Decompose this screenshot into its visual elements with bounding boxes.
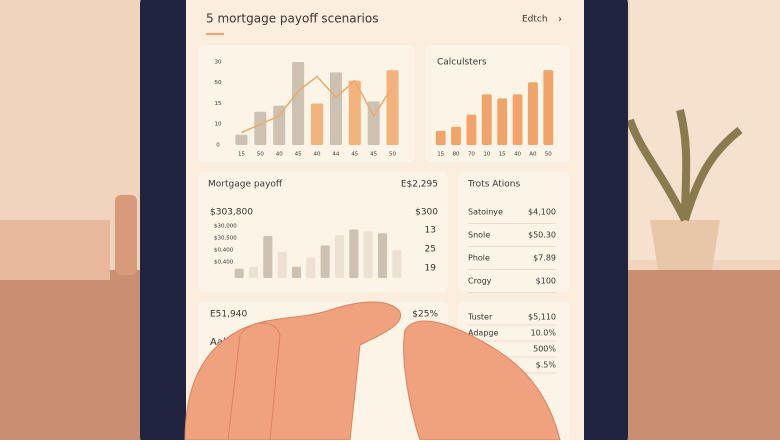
bar (512, 94, 523, 145)
bar (543, 70, 554, 145)
side-label: 13 (425, 226, 436, 236)
x-tick-label: 15 (238, 152, 245, 158)
summary-right: $25% (412, 310, 438, 320)
window (630, 0, 780, 260)
x-tick-label: 15 (499, 152, 506, 158)
trend-line (241, 75, 394, 134)
row-value: 500% (533, 345, 556, 354)
bar (306, 257, 316, 278)
row-value: $5,110 (528, 313, 556, 322)
bar (291, 266, 302, 278)
panel-title: Trots Ations (467, 180, 521, 190)
panel-title: Mortgage payoff (208, 180, 283, 190)
bar (310, 103, 324, 145)
x-tick-label: A0 (529, 152, 537, 158)
x-tick-label: 44 (332, 152, 339, 158)
legend-item: $30,500 (214, 236, 237, 242)
bar (334, 235, 345, 278)
bar (386, 70, 399, 145)
chevron[interactable]: › (558, 14, 562, 25)
bar (234, 268, 244, 278)
plant (626, 109, 743, 222)
vase (115, 195, 137, 275)
bar (277, 251, 287, 278)
row-value: $7.89 (533, 254, 556, 263)
summary-left: E51,940 (210, 310, 247, 320)
y-tick-label: 15 (215, 101, 222, 107)
x-tick-label: 80 (453, 152, 460, 158)
finger (227, 322, 281, 441)
bar (497, 98, 508, 145)
x-tick-label: 50 (257, 152, 264, 158)
bar (235, 134, 248, 145)
x-tick-label: 45 (295, 152, 302, 158)
bar (348, 80, 361, 145)
bar (329, 72, 342, 145)
x-tick-label: 50 (389, 152, 396, 158)
side-label: 25 (425, 245, 436, 255)
legend-item: $0,400 (214, 260, 234, 266)
x-tick-label: 70 (468, 152, 475, 158)
row-value: 10.0% (531, 329, 557, 338)
x-tick-label: 40 (314, 152, 321, 158)
panel (458, 172, 570, 292)
row-value: $100 (536, 277, 556, 286)
row-value: $50.30 (528, 231, 556, 240)
pot (650, 220, 720, 270)
panel-title: Calculsters (437, 58, 487, 68)
row-label: Satoinye (468, 208, 503, 217)
x-tick-label: 10 (483, 152, 490, 158)
bar (528, 82, 538, 145)
x-tick-label: 50 (545, 152, 552, 158)
bar (435, 130, 446, 145)
row-label: Crogy (468, 277, 492, 286)
value: $300 (415, 208, 438, 218)
bar (248, 266, 259, 278)
row-label: Snole (468, 231, 490, 240)
x-tick-label: 15 (437, 152, 444, 158)
value: $303,800 (210, 208, 253, 218)
x-tick-label: 45 (370, 152, 377, 158)
books (0, 220, 110, 280)
bar (263, 236, 273, 278)
bar (254, 111, 267, 145)
row-label: Tuster (467, 313, 493, 322)
y-tick-label: 0 (216, 142, 220, 148)
title: 5 mortgage payoff scenarios (206, 12, 378, 26)
row-label: Adapge (468, 329, 498, 338)
bar (320, 245, 330, 278)
y-tick-label: 50 (215, 80, 222, 86)
bar (392, 250, 402, 278)
bar (451, 126, 461, 145)
y-tick-label: 10 (215, 122, 222, 128)
bar (292, 62, 305, 145)
edit-button[interactable]: Edtch (522, 15, 548, 25)
total: E$2,295 (401, 180, 438, 190)
legend-item: $30,000 (214, 224, 237, 230)
y-tick-label: 30 (215, 60, 222, 66)
x-tick-label: 40 (514, 152, 521, 158)
bar (349, 229, 359, 278)
x-tick-label: 45 (351, 152, 358, 158)
hand-right (403, 320, 561, 441)
x-tick-label: 40 (276, 152, 283, 158)
row-value: $.5% (536, 361, 557, 370)
bar (466, 114, 477, 145)
bar (481, 94, 492, 145)
legend-item: $0,400 (214, 248, 234, 254)
bar (273, 105, 286, 145)
side-label: 19 (425, 264, 437, 274)
row-label: Phole (468, 254, 490, 263)
bar (363, 231, 373, 278)
bar (377, 233, 388, 278)
row-value: $4,100 (528, 208, 556, 217)
